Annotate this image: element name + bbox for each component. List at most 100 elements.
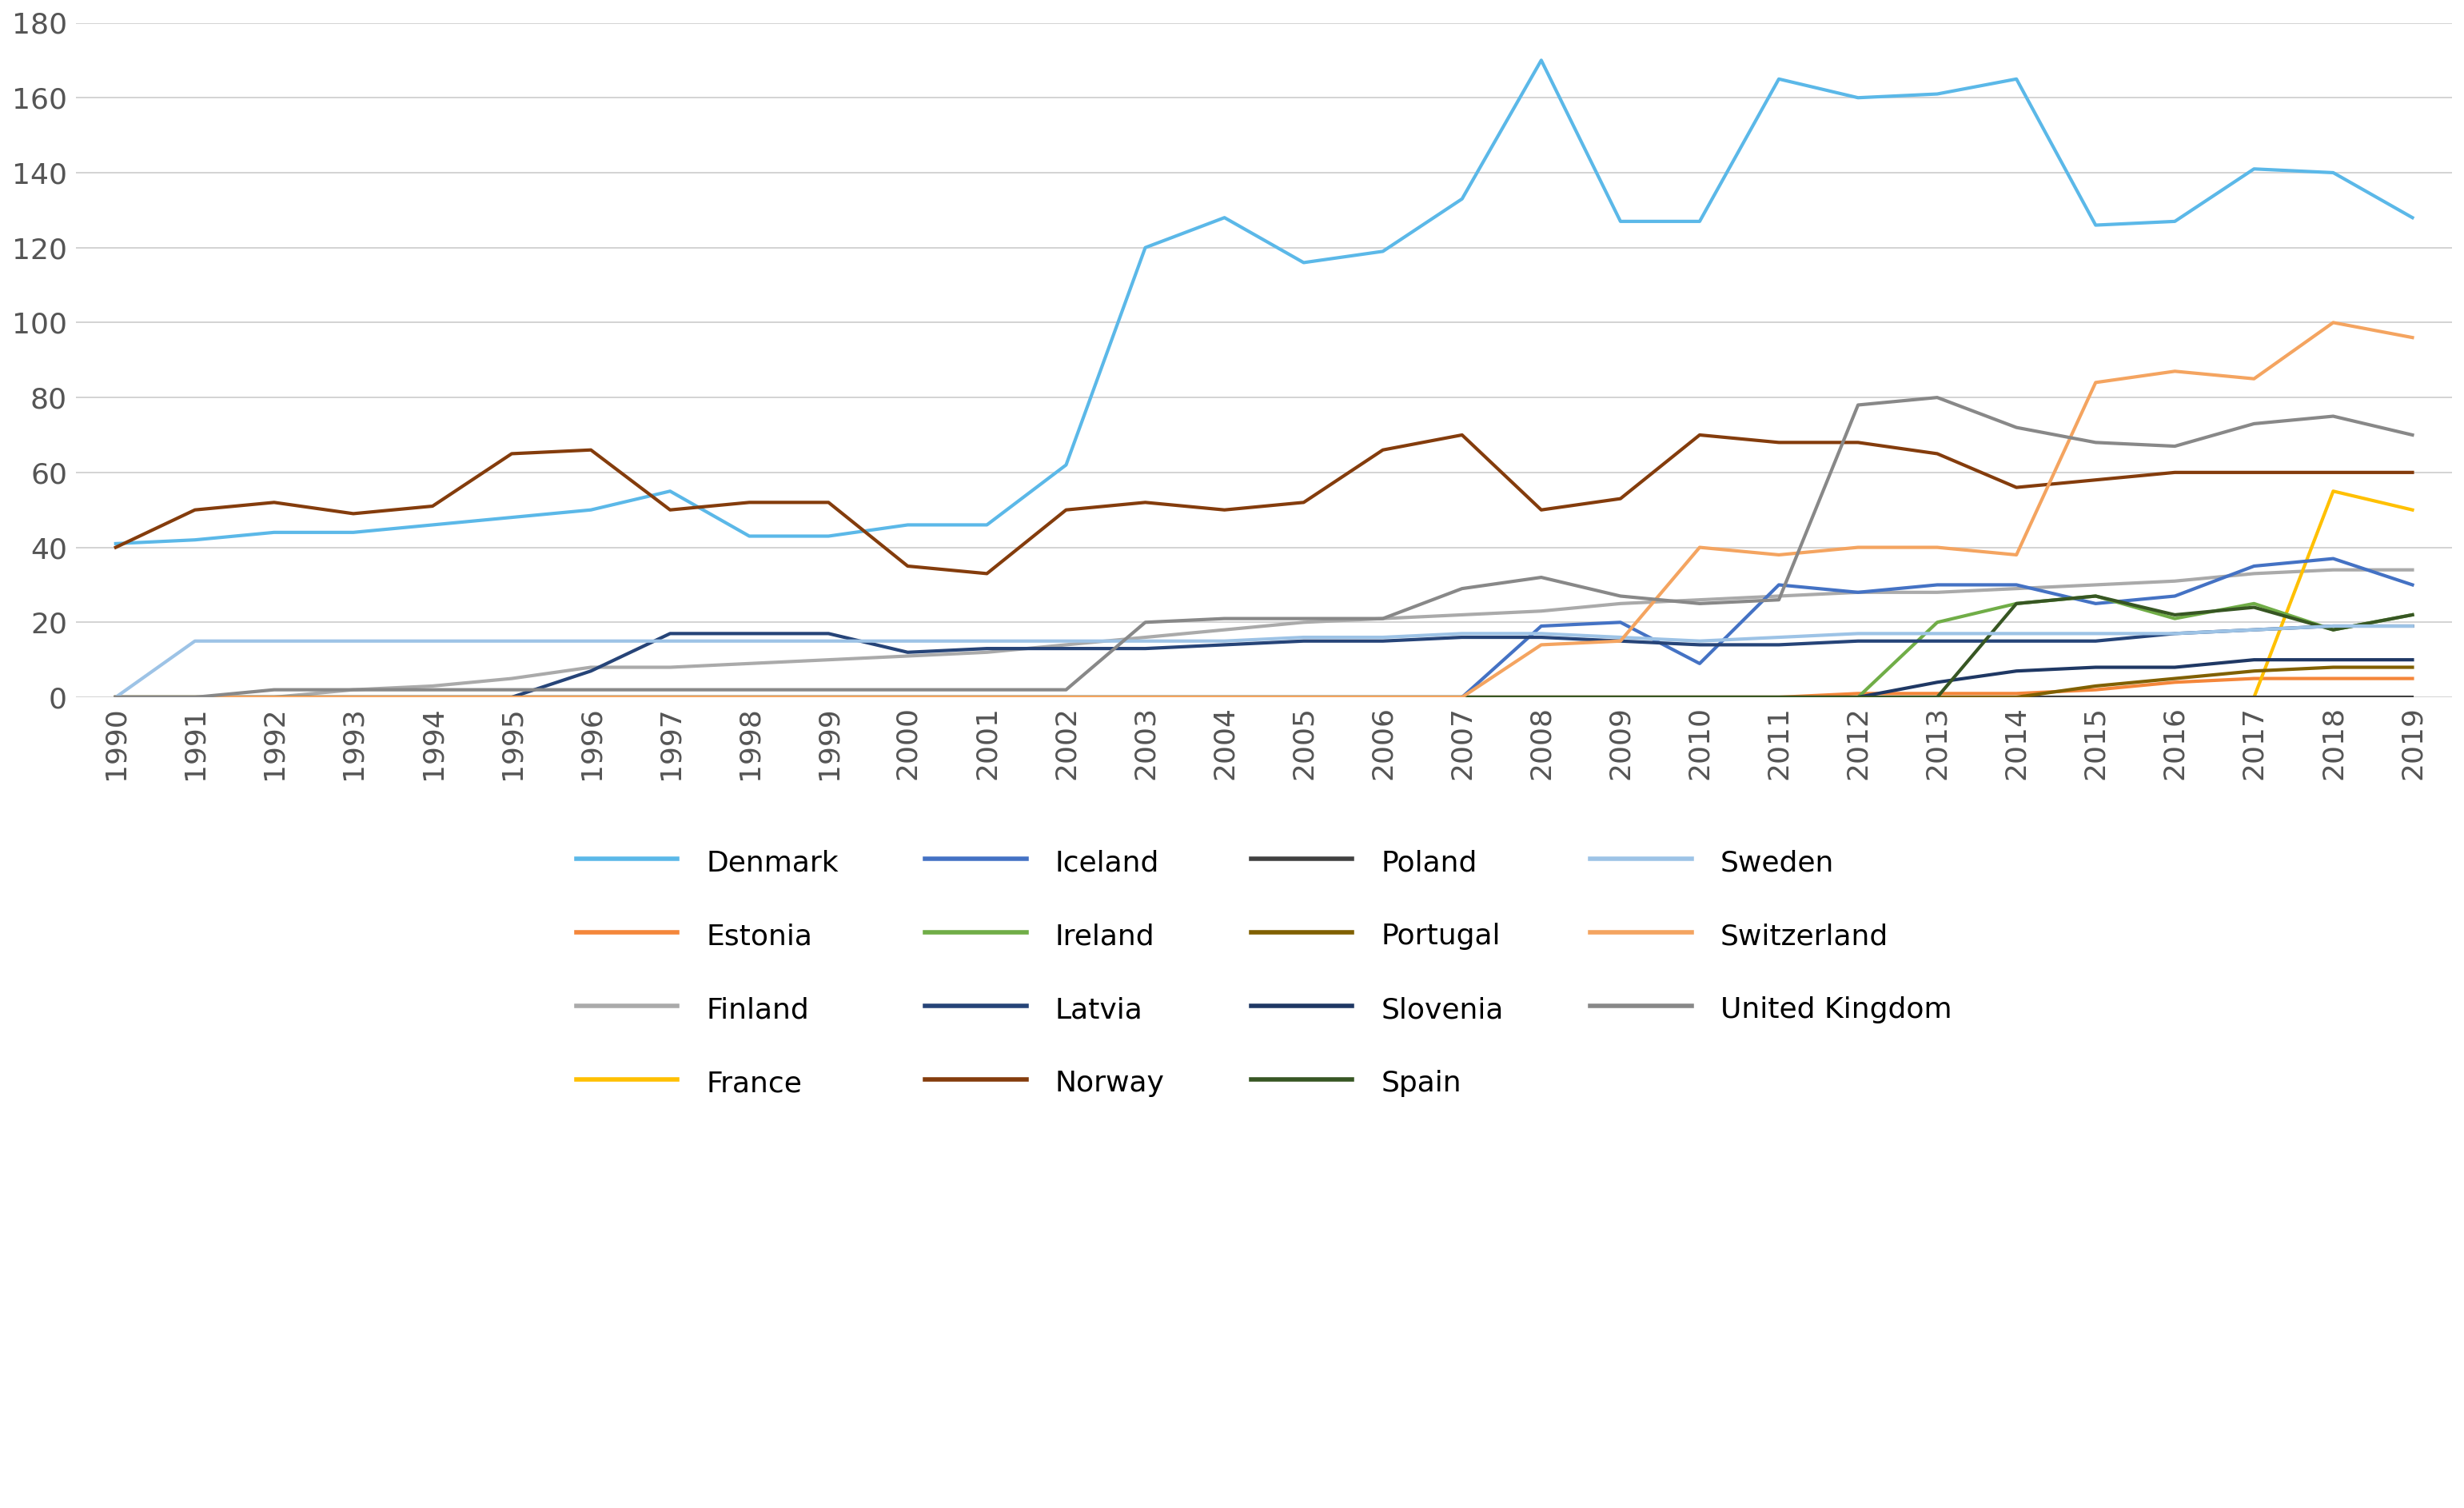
Iceland [1131, 688, 1161, 706]
Ireland [1607, 688, 1636, 706]
Poland [1131, 688, 1161, 706]
Poland [973, 688, 1003, 706]
Spain [101, 688, 131, 706]
Norway [813, 493, 843, 511]
Spain [1131, 688, 1161, 706]
United Kingdom [419, 680, 448, 698]
Iceland [180, 688, 209, 706]
Denmark [338, 523, 367, 541]
France [655, 688, 685, 706]
Spain [655, 688, 685, 706]
Ireland [734, 688, 764, 706]
Slovenia [577, 688, 606, 706]
Slovenia [1764, 688, 1794, 706]
United Kingdom [655, 680, 685, 698]
Slovenia [338, 688, 367, 706]
Sweden [2397, 617, 2427, 635]
Portugal [2397, 657, 2427, 676]
Denmark [180, 531, 209, 549]
Estonia [1607, 688, 1636, 706]
Spain [1446, 688, 1476, 706]
Line: Switzerland: Switzerland [116, 323, 2412, 697]
United Kingdom [1131, 614, 1161, 632]
Spain [2080, 587, 2109, 605]
France [813, 688, 843, 706]
Iceland [813, 688, 843, 706]
Slovenia [2080, 657, 2109, 676]
Iceland [1843, 584, 1873, 602]
United Kingdom [1922, 389, 1951, 407]
Finland [2161, 572, 2190, 590]
Norway [892, 556, 922, 575]
Sweden [419, 632, 448, 650]
Poland [1289, 688, 1318, 706]
Slovenia [2161, 657, 2190, 676]
Switzerland [577, 688, 606, 706]
Sweden [2080, 624, 2109, 642]
Switzerland [498, 688, 527, 706]
Switzerland [1446, 688, 1476, 706]
Poland [2080, 688, 2109, 706]
Slovenia [1289, 688, 1318, 706]
Ireland [101, 688, 131, 706]
Denmark [2397, 208, 2427, 226]
Latvia [1922, 632, 1951, 650]
Slovenia [180, 688, 209, 706]
Estonia [419, 688, 448, 706]
Switzerland [892, 688, 922, 706]
Norway [259, 493, 288, 511]
Norway [973, 564, 1003, 582]
Sweden [1289, 629, 1318, 647]
France [973, 688, 1003, 706]
Poland [2161, 688, 2190, 706]
France [259, 688, 288, 706]
Line: Estonia: Estonia [116, 679, 2412, 697]
Denmark [655, 483, 685, 501]
United Kingdom [1210, 609, 1239, 627]
Estonia [2397, 670, 2427, 688]
Norway [1843, 433, 1873, 451]
Norway [1607, 490, 1636, 508]
Ireland [1131, 688, 1161, 706]
Denmark [577, 501, 606, 519]
Iceland [1368, 688, 1397, 706]
Slovenia [2001, 662, 2030, 680]
Latvia [655, 624, 685, 642]
Norway [419, 498, 448, 516]
Switzerland [338, 688, 367, 706]
Switzerland [813, 688, 843, 706]
France [498, 688, 527, 706]
Sweden [1131, 632, 1161, 650]
Estonia [2080, 680, 2109, 698]
Sweden [259, 632, 288, 650]
Finland [1922, 584, 1951, 602]
Ireland [1764, 688, 1794, 706]
United Kingdom [101, 688, 131, 706]
Norway [655, 501, 685, 519]
Portugal [1607, 688, 1636, 706]
Portugal [1685, 688, 1715, 706]
Finland [1289, 614, 1318, 632]
Latvia [2080, 632, 2109, 650]
Latvia [1446, 629, 1476, 647]
Norway [338, 505, 367, 523]
Estonia [892, 688, 922, 706]
Sweden [2001, 624, 2030, 642]
Finland [180, 688, 209, 706]
Estonia [1843, 685, 1873, 703]
Sweden [2161, 624, 2190, 642]
Portugal [2240, 662, 2269, 680]
Norway [2001, 478, 2030, 496]
Line: Portugal: Portugal [116, 667, 2412, 697]
United Kingdom [813, 680, 843, 698]
France [577, 688, 606, 706]
Slovenia [259, 688, 288, 706]
France [734, 688, 764, 706]
Switzerland [1607, 632, 1636, 650]
Iceland [577, 688, 606, 706]
Latvia [813, 624, 843, 642]
Finland [892, 647, 922, 665]
Slovenia [813, 688, 843, 706]
Portugal [338, 688, 367, 706]
France [1607, 688, 1636, 706]
